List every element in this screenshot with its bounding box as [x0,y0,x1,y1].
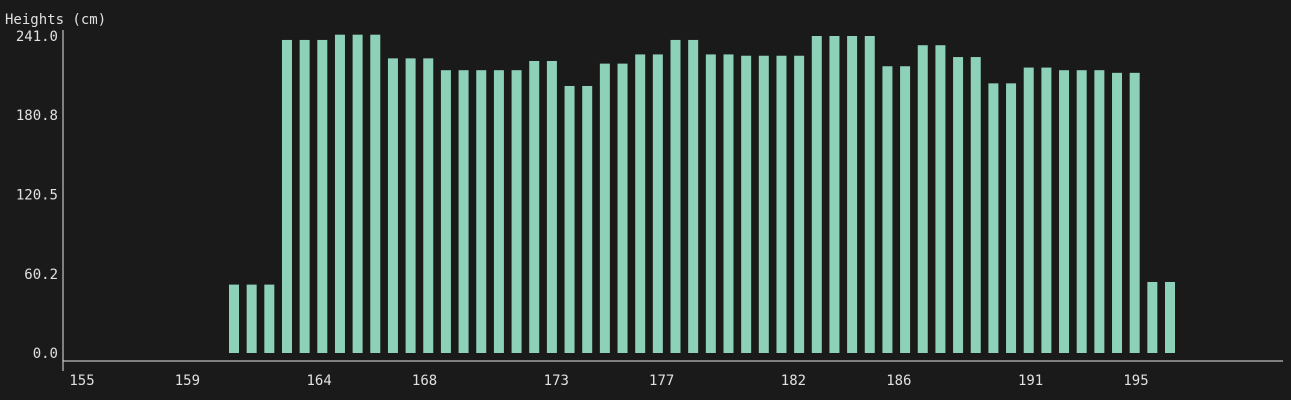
x-tick-label: 159 [175,373,200,389]
bar [299,39,310,353]
x-tick-label: 195 [1123,373,1148,389]
bar [582,85,593,353]
bar [617,63,628,354]
bars [229,34,1175,354]
bar [511,70,522,353]
bar [1059,70,1070,353]
bar [758,55,769,353]
bar [281,39,292,353]
bar [458,70,469,353]
bar [882,66,893,353]
bar [599,63,610,354]
bar [652,54,663,353]
bar [1023,67,1034,353]
bar [864,36,875,353]
bar [847,36,858,353]
bar [1094,70,1105,353]
bar [229,284,239,353]
bar [493,70,504,353]
bar [405,58,416,354]
bar [352,34,363,354]
bar [1147,281,1158,353]
bar [1129,72,1140,353]
x-tick-label: 168 [412,373,437,389]
y-tick-labels: 241.0 180.8 120.5 60.2 0.0 [16,29,58,362]
y-tick-label: 60.2 [24,267,58,283]
bar [917,45,928,354]
bar [811,36,822,353]
x-tick-label: 164 [307,373,332,389]
bar [246,284,257,353]
x-tick-labels: 155 159 164 168 173 177 182 186 191 195 [69,373,1148,389]
x-tick-label: 177 [649,373,674,389]
bar [1041,67,1052,353]
bar [900,66,911,353]
y-tick-label: 0.0 [33,346,58,362]
bar [953,57,964,354]
y-tick-label: 180.8 [16,108,58,124]
y-axis-label: Heights (cm) [5,12,106,28]
bar [440,70,451,353]
bar [564,85,575,353]
bar [476,70,487,353]
x-tick-label: 173 [544,373,569,389]
bar [741,55,752,353]
bar [635,54,646,353]
bar [970,57,981,354]
bar [387,58,398,354]
bar [935,45,946,354]
x-tick-label: 182 [781,373,806,389]
bar [423,58,434,354]
bar [688,39,699,353]
bar [794,55,805,353]
bar [1165,281,1175,353]
bar [670,39,681,353]
bar [317,39,328,353]
bar [529,60,540,354]
x-tick-label: 155 [69,373,94,389]
bar [370,34,381,354]
bar [264,284,275,353]
y-tick-label: 120.5 [16,188,58,204]
bar [1006,83,1017,353]
bar [723,54,734,353]
bar [1112,72,1123,353]
x-tick-label: 191 [1018,373,1043,389]
y-tick-label: 241.0 [16,29,58,45]
bar [776,55,787,353]
bar [1076,70,1087,353]
bar [546,60,557,354]
bar [334,34,345,354]
x-tick-label: 186 [886,373,911,389]
bar [829,36,840,353]
bar [988,83,999,353]
bar [705,54,716,353]
